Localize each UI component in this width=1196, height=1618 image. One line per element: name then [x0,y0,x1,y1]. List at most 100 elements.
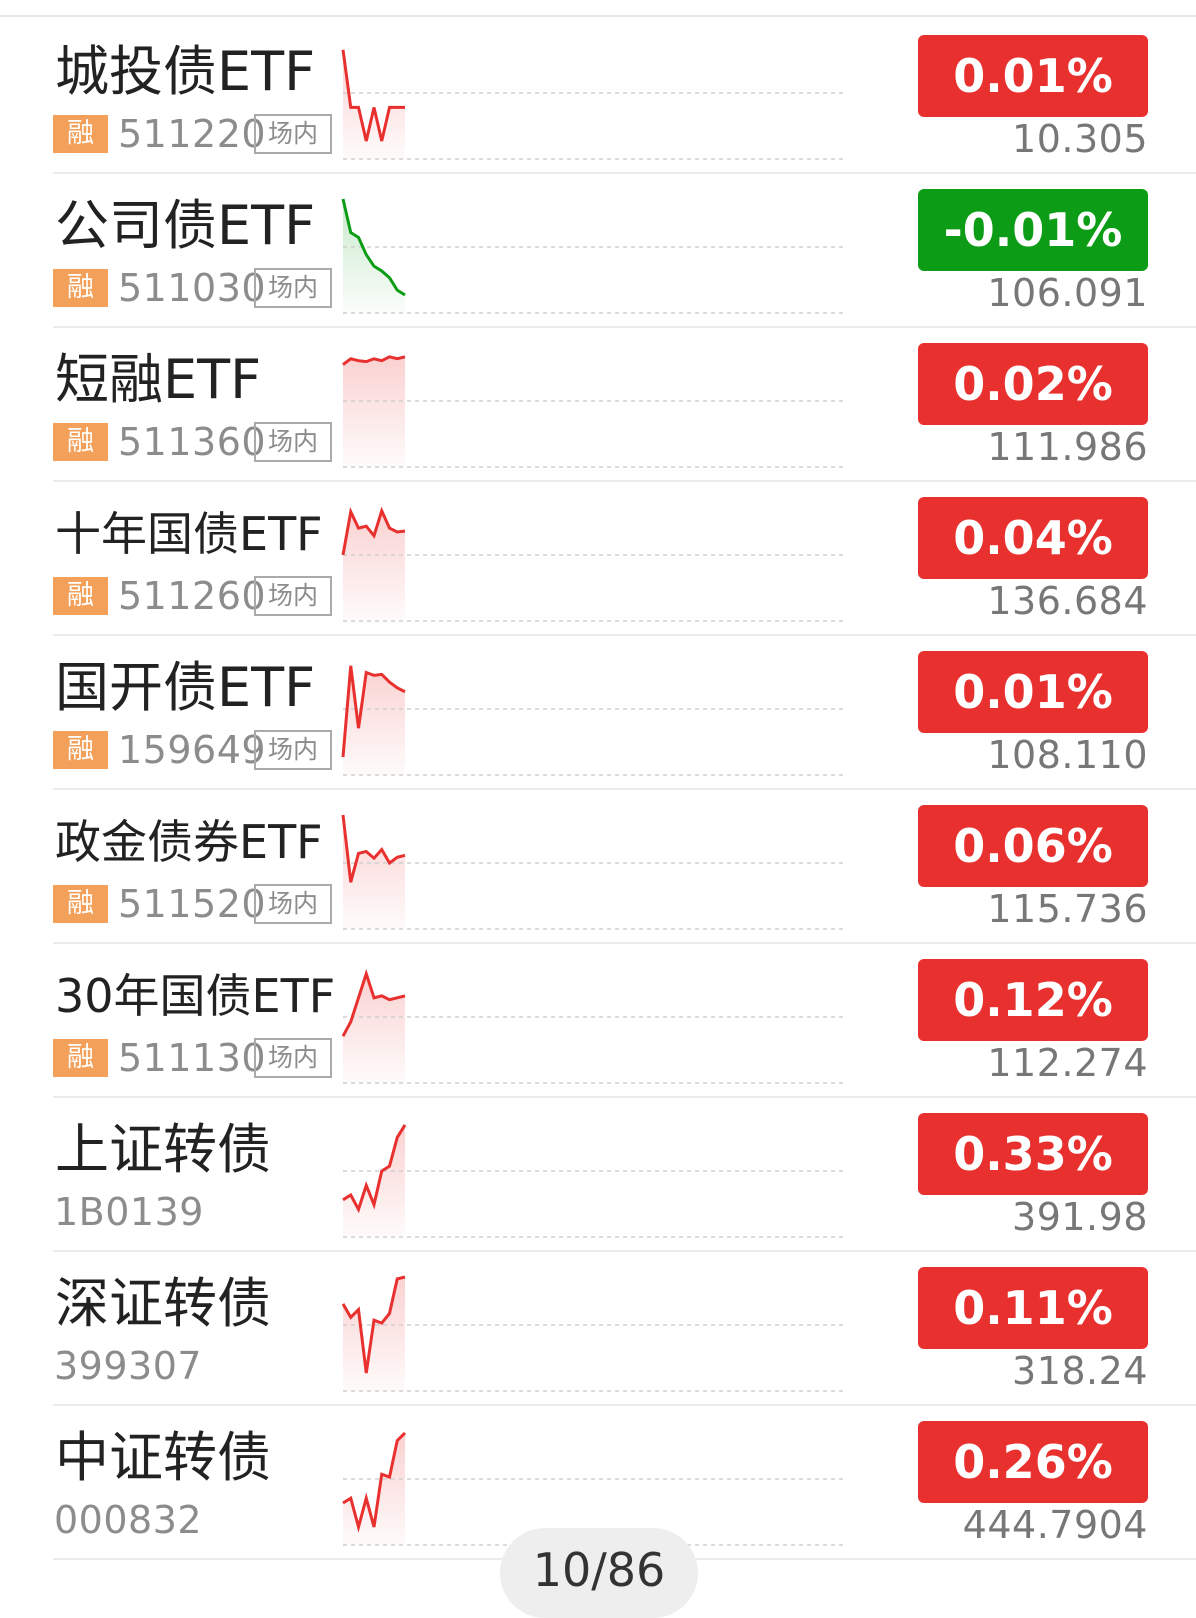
on-exchange-tag: 场内 [254,268,332,308]
change-percent-badge[interactable]: 0.12% [918,959,1148,1041]
last-price: 318.24 [1012,1349,1148,1393]
row-divider [53,1404,1196,1406]
row-divider [53,1096,1196,1098]
security-name: 30年国债ETF [55,969,336,1023]
security-name: 中证转债 [55,1426,271,1489]
intraday-sparkline [341,665,843,776]
security-name: 城投债ETF [55,40,316,103]
change-percent-badge[interactable]: 0.04% [918,497,1148,579]
change-percent-badge[interactable]: 0.02% [918,343,1148,425]
sparkline-line [341,1275,406,1374]
change-percent-badge[interactable]: 0.11% [918,1267,1148,1349]
on-exchange-tag: 场内 [254,1038,332,1078]
sparkline-area [343,973,405,1083]
row-divider [53,172,1196,174]
sparkline-area [343,356,405,467]
margin-tag: 融 [53,731,108,769]
last-price: 136.684 [987,579,1148,623]
list-item[interactable]: 公司债ETF 融 511030 场内 -0.01% 106.091 [0,171,1196,328]
row-divider [53,480,1196,482]
security-code: 399307 [54,1344,203,1388]
on-exchange-tag: 场内 [254,576,332,616]
on-exchange-tag: 场内 [254,884,332,924]
security-name: 深证转债 [55,1272,271,1335]
change-percent-badge[interactable]: 0.33% [918,1113,1148,1195]
row-divider [53,788,1196,790]
sparkline-area [343,1277,405,1391]
margin-tag: 融 [53,423,108,461]
list-item[interactable]: 国开债ETF 融 159649 场内 0.01% 108.110 [0,633,1196,790]
list-item[interactable]: 中证转债 000832 0.26% 444.7904 [0,1403,1196,1560]
list-item[interactable]: 30年国债ETF 融 511130 场内 0.12% 112.274 [0,941,1196,1098]
security-code: 000832 [54,1498,203,1542]
intraday-sparkline [341,814,843,930]
sparkline-area [343,1124,405,1237]
sparkline-area [343,1432,405,1545]
last-price: 111.986 [987,425,1148,469]
change-percent-badge[interactable]: 0.26% [918,1421,1148,1503]
margin-tag: 融 [53,885,108,923]
security-code: 511030 [118,266,267,310]
intraday-sparkline [342,1431,843,1546]
sparkline-line [342,1431,407,1533]
sparkline-line [342,355,406,366]
list-item[interactable]: 深证转债 399307 0.11% 318.24 [0,1249,1196,1406]
row-divider [53,634,1196,636]
intraday-sparkline [342,355,843,468]
intraday-sparkline [341,968,843,1084]
sparkline-line [342,1124,407,1214]
last-price: 108.110 [987,733,1148,777]
margin-tag: 融 [53,115,108,153]
security-name: 上证转债 [55,1118,271,1181]
last-price: 106.091 [987,271,1148,315]
intraday-sparkline [341,198,843,314]
top-divider [0,15,1196,17]
sparkline-line [341,49,405,142]
security-code: 511220 [118,112,267,156]
change-percent-badge[interactable]: -0.01% [918,189,1148,271]
sparkline-area [343,815,405,929]
list-item[interactable]: 十年国债ETF 融 511260 场内 0.04% 136.684 [0,479,1196,636]
on-exchange-tag: 场内 [254,422,332,462]
row-divider [53,942,1196,944]
sparkline-area [343,510,405,621]
list-item[interactable]: 城投债ETF 融 511220 场内 0.01% 10.305 [0,17,1196,174]
margin-tag: 融 [53,577,108,615]
margin-tag: 融 [53,1039,108,1077]
last-price: 112.274 [987,1041,1148,1085]
list-item[interactable]: 上证转债 1B0139 0.33% 391.98 [0,1095,1196,1252]
sparkline-line [341,968,406,1037]
last-price: 10.305 [1012,117,1148,161]
sparkline-line [341,506,406,556]
sparkline-line [341,665,406,758]
sparkline-line [341,198,406,297]
last-price: 115.736 [987,887,1148,931]
security-code: 511260 [118,574,267,618]
list-item[interactable]: 短融ETF 融 511360 场内 0.02% 111.986 [0,325,1196,482]
security-code: 159649 [118,728,267,772]
intraday-sparkline [342,1124,843,1238]
security-code: 511360 [118,420,267,464]
change-percent-badge[interactable]: 0.06% [918,805,1148,887]
row-divider [53,326,1196,328]
sparkline-area [343,665,405,775]
last-price: 444.7904 [962,1503,1148,1547]
on-exchange-tag: 场内 [254,114,332,154]
row-divider [53,1250,1196,1252]
security-name: 十年国债ETF [55,507,323,561]
security-code: 511130 [118,1036,267,1080]
sparkline-area [343,199,405,313]
sparkline-area [343,49,405,159]
change-percent-badge[interactable]: 0.01% [918,35,1148,117]
security-name: 政金债券ETF [55,815,323,869]
security-name: 公司债ETF [55,194,316,257]
sparkline-line [341,814,406,883]
last-price: 391.98 [1012,1195,1148,1239]
list-item[interactable]: 政金债券ETF 融 511520 场内 0.06% 115.736 [0,787,1196,944]
change-percent-badge[interactable]: 0.01% [918,651,1148,733]
security-code: 511520 [118,882,267,926]
intraday-sparkline [341,506,843,622]
security-name: 国开债ETF [55,656,316,719]
margin-tag: 融 [53,269,108,307]
intraday-sparkline [341,1275,843,1392]
